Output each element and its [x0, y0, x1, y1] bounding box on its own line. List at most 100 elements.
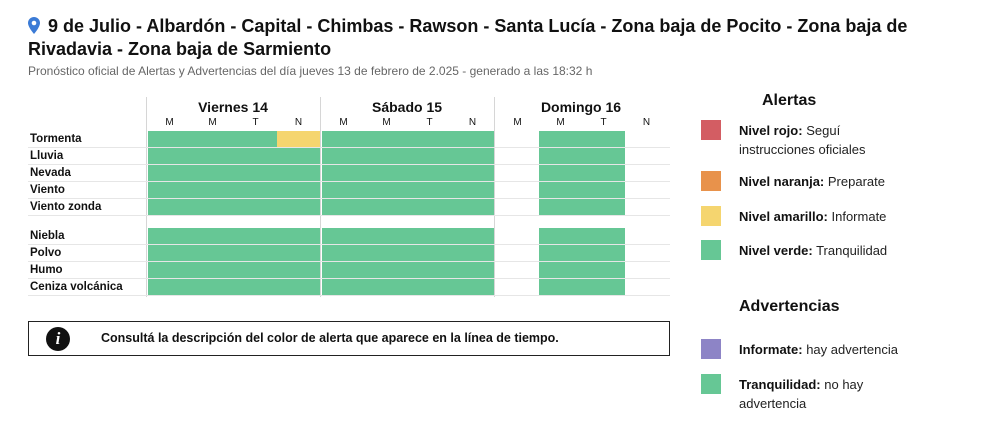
timeline-cell-green[interactable]	[322, 131, 365, 147]
timeline-cell-green[interactable]	[322, 199, 365, 215]
timeline-cell-green[interactable]	[234, 182, 277, 198]
timeline-cell-green[interactable]	[322, 262, 365, 278]
timeline-cell-green[interactable]	[451, 279, 494, 295]
timeline-cell-green[interactable]	[582, 262, 625, 278]
timeline-cell-green[interactable]	[148, 148, 191, 164]
timeline-cell-green[interactable]	[148, 262, 191, 278]
timeline-cell-green[interactable]	[148, 228, 191, 244]
timeline-cell-green[interactable]	[277, 262, 320, 278]
timeline-cell-green[interactable]	[277, 199, 320, 215]
timeline-cell-green[interactable]	[365, 131, 408, 147]
timeline-cell-green[interactable]	[277, 245, 320, 261]
timeline-cell-green[interactable]	[582, 199, 625, 215]
timeline-cell-green[interactable]	[234, 262, 277, 278]
timeline-cell-green[interactable]	[451, 228, 494, 244]
timeline-cell-green[interactable]	[451, 165, 494, 181]
timeline-cell-green[interactable]	[539, 279, 582, 295]
timeline-cell-green[interactable]	[365, 182, 408, 198]
timeline-cell-green[interactable]	[234, 165, 277, 181]
timeline-cell-green[interactable]	[582, 228, 625, 244]
timeline-cell-green[interactable]	[277, 182, 320, 198]
timeline-cell-green[interactable]	[234, 131, 277, 147]
timeline-cell-green[interactable]	[191, 148, 234, 164]
timeline-cell-green[interactable]	[451, 148, 494, 164]
timeline-cell-green[interactable]	[234, 199, 277, 215]
timeline-cell-green[interactable]	[539, 165, 582, 181]
timeline-cell-green[interactable]	[408, 228, 451, 244]
timeline-cell-green[interactable]	[582, 279, 625, 295]
timeline-cell-green[interactable]	[277, 165, 320, 181]
timeline-cell-green[interactable]	[365, 165, 408, 181]
row-divider	[28, 278, 670, 279]
timeline-cell-green[interactable]	[277, 148, 320, 164]
timeline-cell-green[interactable]	[234, 279, 277, 295]
timeline-cell-green[interactable]	[234, 228, 277, 244]
timeline-cell-green[interactable]	[191, 279, 234, 295]
timeline-cell-green[interactable]	[191, 199, 234, 215]
timeline-cell-green[interactable]	[582, 165, 625, 181]
timeline-cell-green[interactable]	[539, 262, 582, 278]
timeline-cell-green[interactable]	[539, 245, 582, 261]
timeline-cell-green[interactable]	[539, 182, 582, 198]
timeline-cell-green[interactable]	[191, 262, 234, 278]
timeline-cell-green[interactable]	[582, 148, 625, 164]
timeline-cell-green[interactable]	[539, 228, 582, 244]
timeline-cell-green[interactable]	[408, 262, 451, 278]
timeline-cell-green[interactable]	[539, 148, 582, 164]
day-header: Sábado 15	[371, 99, 443, 115]
timeline-cell-green[interactable]	[365, 228, 408, 244]
legend-label: Nivel rojo:	[739, 123, 803, 138]
timeline-cell-green[interactable]	[148, 182, 191, 198]
timeline-cell-green[interactable]	[365, 148, 408, 164]
timeline-cell-green[interactable]	[365, 279, 408, 295]
timeline-cell-green[interactable]	[148, 131, 191, 147]
timeline-cell-green[interactable]	[408, 131, 451, 147]
day-header: Domingo 16	[540, 99, 622, 115]
timeline-cell-green[interactable]	[322, 228, 365, 244]
timeline-cell-green[interactable]	[451, 131, 494, 147]
timeline-cell-green[interactable]	[148, 199, 191, 215]
timeline-cell-green[interactable]	[191, 165, 234, 181]
timeline-cell-green[interactable]	[451, 182, 494, 198]
timeline-cell-yellow[interactable]	[277, 131, 320, 147]
timeline-cell-green[interactable]	[408, 199, 451, 215]
timeline-cell-green[interactable]	[408, 279, 451, 295]
timeline-cell-green[interactable]	[582, 182, 625, 198]
timeline-cell-green[interactable]	[365, 262, 408, 278]
timeline-cell-green[interactable]	[408, 245, 451, 261]
alert-timeline-grid: Viernes 14 M M T N Sábado 15 M M T N Domingo 16 M M T…	[28, 97, 670, 297]
timeline-cell-green[interactable]	[234, 245, 277, 261]
timeline-cell-green[interactable]	[408, 165, 451, 181]
timeline-cell-green[interactable]	[365, 245, 408, 261]
timeline-cell-green[interactable]	[148, 245, 191, 261]
timeline-cell-green[interactable]	[408, 148, 451, 164]
legend-description: Preparate	[827, 174, 885, 189]
timeline-cell-green[interactable]	[191, 131, 234, 147]
timeline-cell-green[interactable]	[451, 245, 494, 261]
timeline-cell-green[interactable]	[322, 148, 365, 164]
timeline-cell-green[interactable]	[191, 228, 234, 244]
legend-label: Tranquilidad:	[739, 377, 821, 392]
timeline-cell-green[interactable]	[408, 182, 451, 198]
timeline-cell-green[interactable]	[451, 262, 494, 278]
timeline-cell-green[interactable]	[539, 131, 582, 147]
row-divider	[28, 244, 670, 245]
timeline-cell-green[interactable]	[539, 199, 582, 215]
legend-description: Seguí instrucciones oficiales	[739, 123, 866, 157]
timeline-cell-green[interactable]	[191, 245, 234, 261]
timeline-cell-green[interactable]	[191, 182, 234, 198]
timeline-cell-green[interactable]	[322, 245, 365, 261]
timeline-cell-green[interactable]	[148, 165, 191, 181]
timeline-cell-green[interactable]	[277, 228, 320, 244]
timeline-cell-green[interactable]	[322, 182, 365, 198]
timeline-cell-green[interactable]	[582, 245, 625, 261]
timeline-cell-green[interactable]	[322, 165, 365, 181]
timeline-cell-green[interactable]	[148, 279, 191, 295]
timeline-cell-green[interactable]	[365, 199, 408, 215]
timeline-cell-green[interactable]	[322, 279, 365, 295]
hazard-label: Lluvia	[30, 150, 64, 162]
timeline-cell-green[interactable]	[582, 131, 625, 147]
timeline-cell-green[interactable]	[277, 279, 320, 295]
timeline-cell-green[interactable]	[451, 199, 494, 215]
timeline-cell-green[interactable]	[234, 148, 277, 164]
